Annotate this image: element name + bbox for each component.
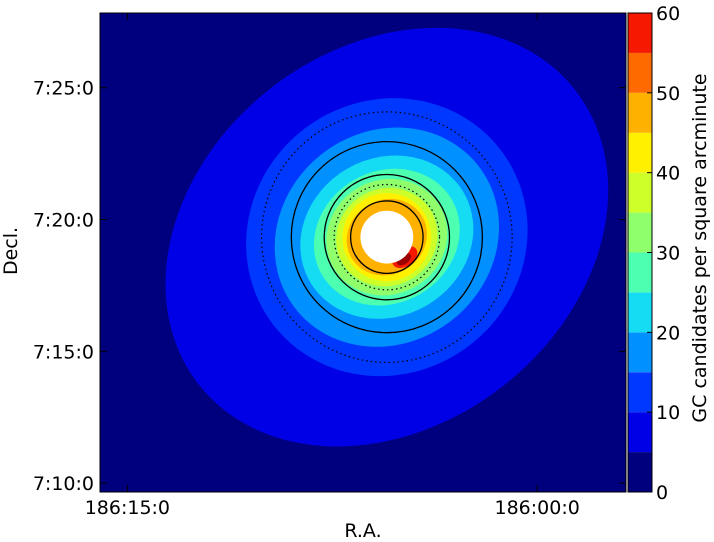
colorbar-segment (628, 452, 652, 492)
colorbar-tick-label: 60 (656, 3, 680, 25)
plot-frame (99, 12, 627, 493)
colorbar-segment (628, 412, 652, 453)
y-tick-label: 7:25:0 (33, 78, 94, 100)
colorbar-tick-label: 40 (656, 163, 680, 185)
y-tick-label: 7:10:0 (33, 473, 94, 495)
colorbar-segment (628, 52, 652, 93)
x-tick-label: 186:00:0 (494, 497, 579, 519)
solid-aperture-circle (323, 173, 451, 301)
colorbar-tick-label: 50 (656, 83, 680, 105)
colorbar-segment (628, 132, 652, 173)
colorbar-segment (628, 252, 652, 293)
solid-aperture-circle (290, 140, 484, 334)
colorbar-tick-label: 20 (656, 322, 680, 344)
colorbar-title: GC candidates per square arcminute (689, 73, 711, 422)
x-axis: 186:15:0 186:00:0 (85, 13, 580, 519)
x-tick-label: 186:15:0 (85, 497, 170, 519)
solid-aperture-circle (349, 200, 424, 275)
masked-center (360, 210, 414, 264)
colorbar-segment (628, 332, 652, 373)
colorbar-segment (628, 372, 652, 413)
colorbar-tick-label: 10 (656, 402, 680, 424)
colorbar-segment (628, 212, 652, 253)
colorbar-segment (628, 172, 652, 213)
colorbar-segment (628, 13, 652, 53)
colorbar: 0 10 20 30 40 50 60 (627, 3, 680, 504)
dotted-aperture-circle (333, 183, 441, 291)
x-axis-title: R.A. (344, 520, 381, 542)
y-tick-label: 7:15:0 (33, 341, 94, 363)
y-axis: 7:10:0 7:15:0 7:20:0 7:25:0 (33, 78, 626, 495)
y-axis-title: Decl. (0, 227, 22, 275)
colorbar-tick-label: 0 (656, 482, 668, 504)
colorbar-segment (628, 292, 652, 333)
plot-area (100, 13, 626, 492)
colorbar-segment (628, 92, 652, 133)
y-tick-label: 7:20:0 (33, 210, 94, 232)
colorbar-tick-label: 30 (656, 243, 680, 265)
dotted-aperture-circle (260, 111, 513, 364)
